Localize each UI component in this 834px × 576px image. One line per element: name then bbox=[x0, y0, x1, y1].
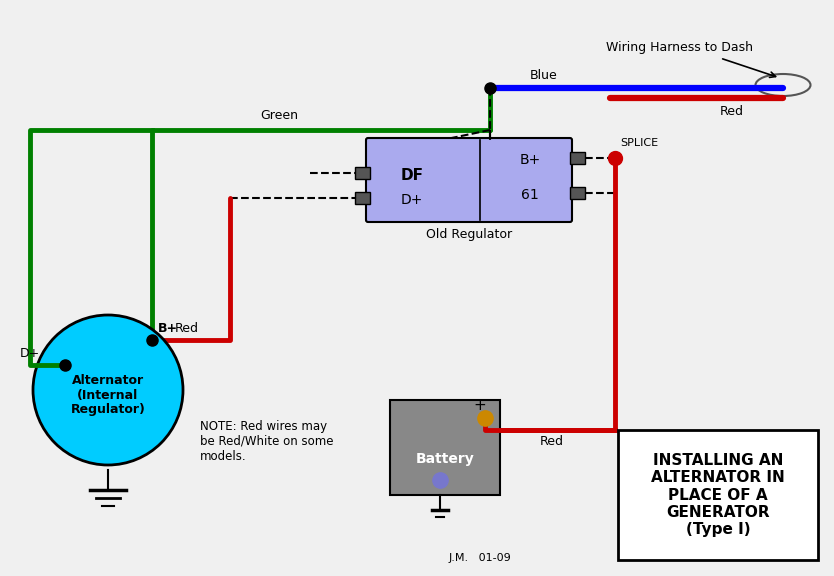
Text: B+: B+ bbox=[520, 153, 540, 167]
Text: B+: B+ bbox=[158, 322, 178, 335]
Bar bbox=[355, 167, 370, 179]
Text: Green: Green bbox=[260, 109, 298, 122]
Bar bbox=[570, 152, 585, 164]
FancyBboxPatch shape bbox=[366, 138, 572, 222]
Text: Blue: Blue bbox=[530, 69, 558, 82]
Text: Red: Red bbox=[720, 105, 744, 118]
Text: NOTE: Red wires may
be Red/White on some
models.: NOTE: Red wires may be Red/White on some… bbox=[200, 420, 334, 463]
Text: J.M.   01-09: J.M. 01-09 bbox=[449, 553, 511, 563]
Text: 61: 61 bbox=[521, 188, 539, 202]
Text: SPLICE: SPLICE bbox=[620, 138, 658, 148]
Bar bbox=[355, 192, 370, 204]
Text: D+: D+ bbox=[20, 347, 40, 360]
Text: DF: DF bbox=[400, 168, 424, 183]
Text: Red: Red bbox=[175, 322, 199, 335]
Text: D+: D+ bbox=[401, 193, 423, 207]
Text: Old Regulator: Old Regulator bbox=[426, 228, 512, 241]
Text: +: + bbox=[473, 398, 485, 413]
Ellipse shape bbox=[33, 315, 183, 465]
Text: Battery: Battery bbox=[415, 453, 475, 467]
Text: Red: Red bbox=[540, 435, 564, 448]
Text: Alternator
(Internal
Regulator): Alternator (Internal Regulator) bbox=[71, 373, 145, 416]
Bar bbox=[390, 400, 500, 495]
Text: Wiring Harness to Dash: Wiring Harness to Dash bbox=[606, 41, 753, 55]
FancyBboxPatch shape bbox=[618, 430, 818, 560]
Text: INSTALLING AN
ALTERNATOR IN
PLACE OF A
GENERATOR
(Type I): INSTALLING AN ALTERNATOR IN PLACE OF A G… bbox=[651, 453, 785, 537]
Bar bbox=[570, 187, 585, 199]
